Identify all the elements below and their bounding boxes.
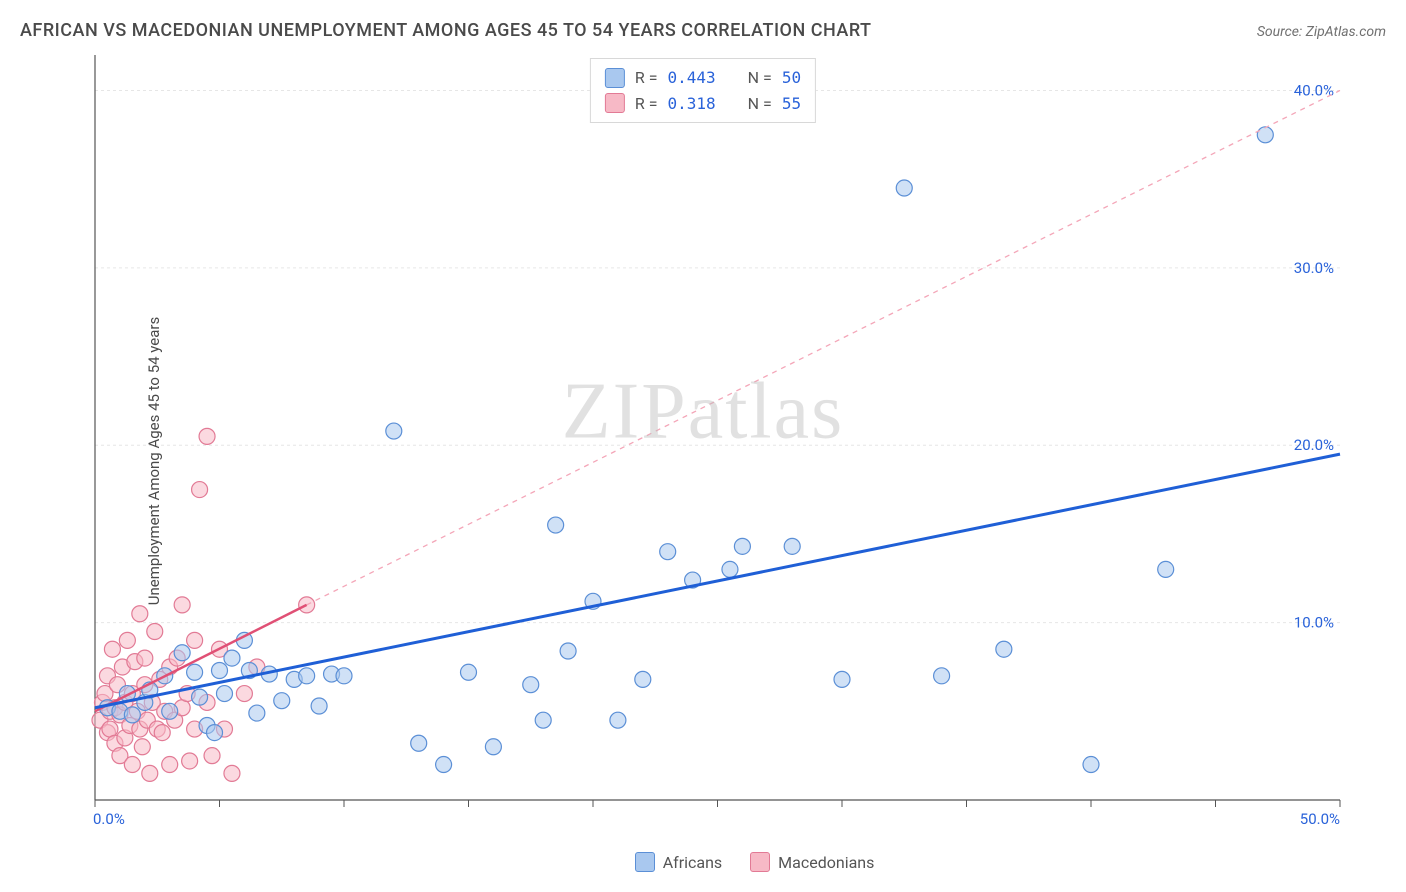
stats-row-africans: R = 0.443 N = 50	[605, 65, 801, 91]
svg-text:10.0%: 10.0%	[1294, 614, 1334, 632]
legend-item-macedonians: Macedonians	[750, 852, 874, 872]
svg-text:50.0%: 50.0%	[1300, 810, 1340, 828]
n-val-africans: 50	[782, 65, 801, 91]
legend-swatch-macedonians	[750, 852, 770, 872]
legend-label-macedonians: Macedonians	[778, 853, 874, 872]
r-val-macedonians: 0.318	[668, 91, 716, 117]
series-legend: Africans Macedonians	[635, 852, 875, 872]
swatch-macedonians	[605, 93, 625, 113]
legend-item-africans: Africans	[635, 852, 722, 872]
chart-source: Source: ZipAtlas.com	[1257, 24, 1386, 40]
r-label: R =	[635, 65, 658, 91]
legend-label-africans: Africans	[663, 853, 722, 872]
svg-text:0.0%: 0.0%	[93, 810, 125, 828]
y-axis-label: Unemployment Among Ages 45 to 54 years	[145, 317, 163, 605]
scatter-plot: 10.0%20.0%30.0%40.0%0.0%50.0%	[60, 50, 1380, 840]
swatch-africans	[605, 68, 625, 88]
legend-swatch-africans	[635, 852, 655, 872]
chart-title: AFRICAN VS MACEDONIAN UNEMPLOYMENT AMONG…	[20, 20, 872, 41]
n-label: N =	[748, 65, 772, 91]
stats-row-macedonians: R = 0.318 N = 55	[605, 91, 801, 117]
svg-text:20.0%: 20.0%	[1294, 436, 1334, 454]
chart-area: Unemployment Among Ages 45 to 54 years 1…	[20, 50, 1386, 872]
source-prefix: Source:	[1257, 24, 1306, 40]
n-val-macedonians: 55	[782, 91, 801, 117]
r-val-africans: 0.443	[668, 65, 716, 91]
svg-text:30.0%: 30.0%	[1294, 259, 1334, 277]
n-label-2: N =	[748, 91, 772, 117]
source-name: ZipAtlas.com	[1306, 24, 1386, 40]
r-label-2: R =	[635, 91, 658, 117]
chart-header: AFRICAN VS MACEDONIAN UNEMPLOYMENT AMONG…	[20, 20, 1386, 41]
stats-legend: R = 0.443 N = 50 R = 0.318 N = 55	[590, 58, 816, 123]
